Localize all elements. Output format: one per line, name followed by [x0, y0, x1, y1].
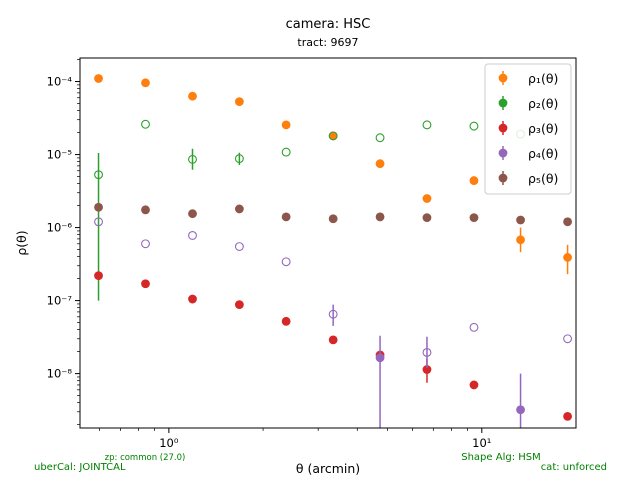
- legend-item-rho3: ρ₃(θ): [498, 121, 558, 136]
- data-point: [516, 405, 525, 415]
- data-point: [94, 217, 103, 227]
- chart-legend: ρ₁(θ) ρ₂(θ) ρ₃(θ) ρ₄(θ) ρ₅(θ): [484, 63, 572, 195]
- data-point: [141, 78, 150, 88]
- data-point: [281, 212, 291, 222]
- legend-box: [484, 63, 572, 195]
- data-point: [469, 121, 479, 131]
- catalog-annotation: cat: unforced: [541, 462, 607, 473]
- series-rho3: [94, 271, 572, 421]
- data-point: [422, 213, 432, 222]
- data-point: [188, 154, 197, 164]
- data-point: [469, 380, 479, 390]
- data-point: [94, 74, 103, 83]
- legend-item-rho1: ρ₁(θ): [498, 71, 558, 86]
- x-tick-label: 10⁰: [159, 436, 179, 450]
- shape-alg-annotation: Shape Alg: HSM: [461, 452, 541, 463]
- legend-item-rho2: ρ₂(θ): [498, 96, 558, 111]
- legend-label: ρ₃(θ): [528, 121, 558, 136]
- data-point: [141, 205, 150, 215]
- data-point: [375, 159, 385, 169]
- data-point: [141, 239, 150, 249]
- data-point: [422, 347, 432, 357]
- chart-subtitle: tract: 9697: [297, 36, 358, 49]
- y-tick-label: 10⁻⁷: [47, 294, 73, 308]
- legend-label: ρ₂(θ): [528, 96, 558, 111]
- data-point: [375, 133, 385, 143]
- data-point: [328, 335, 338, 345]
- data-point: [188, 209, 197, 219]
- x-tick-label: 10¹: [472, 436, 491, 450]
- y-tick-label: 10⁻⁶: [47, 221, 73, 235]
- data-point: [516, 235, 525, 245]
- legend-label: ρ₅(θ): [528, 171, 558, 186]
- series-rho4: [94, 217, 573, 428]
- legend-item-rho5: ρ₅(θ): [498, 171, 558, 186]
- data-point: [375, 212, 385, 222]
- legend-label: ρ₄(θ): [528, 146, 558, 161]
- data-point: [422, 120, 432, 130]
- data-point: [469, 213, 479, 222]
- axis-ticks: 10⁻⁸ 10⁻⁷ 10⁻⁶ 10⁻⁵ 10⁻⁴ 10⁰ 10¹: [47, 59, 491, 450]
- data-point: [234, 242, 244, 251]
- x-axis-label: θ (arcmin): [296, 461, 360, 476]
- y-tick-label: 10⁻⁵: [47, 148, 73, 162]
- legend-label: ρ₁(θ): [528, 71, 558, 86]
- data-point: [234, 154, 244, 164]
- data-marks: [94, 74, 573, 428]
- legend-marker: [498, 173, 508, 183]
- data-point: [94, 271, 103, 280]
- data-point: [94, 202, 103, 212]
- plot-frame: [79, 57, 577, 429]
- data-point: [94, 170, 103, 180]
- y-axis-label: ρ(θ): [14, 230, 29, 255]
- data-point: [328, 309, 338, 319]
- data-point: [188, 91, 197, 101]
- data-point: [563, 411, 572, 421]
- data-point: [469, 322, 479, 332]
- y-tick-label: 10⁻⁸: [47, 367, 73, 381]
- data-point: [563, 253, 572, 262]
- series-rho5: [94, 202, 572, 227]
- series-rho1: [94, 74, 572, 275]
- legend-marker: [498, 98, 508, 108]
- y-tick-label: 10⁻⁴: [47, 75, 73, 89]
- data-point: [563, 334, 573, 344]
- data-point: [281, 316, 291, 326]
- data-point: [328, 131, 338, 141]
- data-point: [234, 300, 244, 310]
- ubercal-annotation: uberCal: JOINTCAL: [34, 462, 126, 473]
- legend-item-rho4: ρ₄(θ): [498, 146, 558, 161]
- data-point: [188, 231, 197, 240]
- legend-marker: [498, 73, 508, 83]
- data-point: [516, 215, 525, 225]
- series-rho2: [94, 119, 526, 301]
- data-point: [563, 217, 572, 227]
- legend-marker: [498, 148, 508, 158]
- data-point: [141, 119, 150, 129]
- data-point: [422, 194, 432, 203]
- data-point: [469, 176, 479, 185]
- data-point: [328, 131, 338, 141]
- data-point: [234, 204, 244, 214]
- data-point: [188, 294, 197, 304]
- zeropoint-annotation: zp: common (27.0): [105, 453, 186, 463]
- data-point: [281, 147, 291, 157]
- data-point: [328, 214, 338, 224]
- chart-title: camera: HSC: [286, 17, 371, 32]
- legend-marker: [498, 123, 508, 133]
- data-point: [281, 257, 291, 267]
- data-point: [422, 365, 432, 374]
- data-point: [141, 279, 150, 289]
- data-point: [281, 120, 291, 130]
- data-point: [234, 97, 244, 107]
- data-point: [375, 353, 385, 363]
